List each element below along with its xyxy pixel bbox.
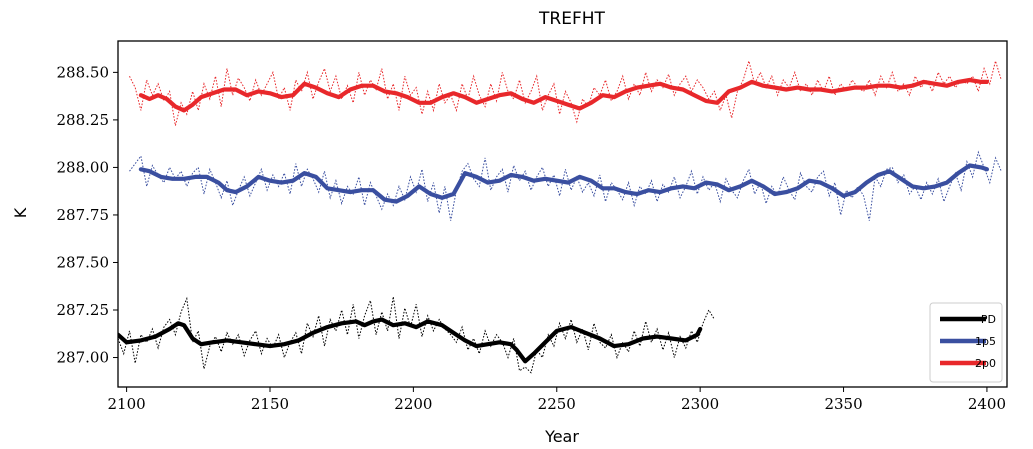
y-tick-label: 287.25 <box>57 301 110 319</box>
legend: PD 1p5 2p0 <box>929 302 1003 383</box>
x-tick-label: 2100 <box>108 395 146 413</box>
series-2p0-smoothed-line <box>138 77 989 113</box>
y-tick-label: 288.50 <box>57 63 110 81</box>
y-tick-label: 288.25 <box>57 111 110 129</box>
x-tick-label: 2200 <box>394 395 432 413</box>
series-1p5-smoothed-line <box>138 163 989 204</box>
y-axis-label: K <box>11 207 30 218</box>
x-axis-label: Year <box>544 427 579 446</box>
x-tick-label: 2350 <box>824 395 862 413</box>
series-2p0-raw-line <box>129 59 1002 126</box>
x-tick-label: 2400 <box>968 395 1006 413</box>
y-tick-label: 287.50 <box>57 253 110 271</box>
plot-frame <box>117 40 1008 388</box>
series-pd-raw-line <box>118 296 715 374</box>
legend-label-pd: PD <box>981 313 996 326</box>
y-tick-label: 288.00 <box>57 158 110 176</box>
y-tick-label: 287.75 <box>57 206 110 224</box>
legend-label-2p0: 2p0 <box>975 357 996 370</box>
series-1p5-raw-line <box>129 150 1002 221</box>
y-tick-label: 287.00 <box>57 349 110 367</box>
axis-ticks: 2100 2150 2200 2250 2300 2350 2400 287.00 287.25… <box>57 63 1007 413</box>
x-tick-label: 2250 <box>538 395 576 413</box>
legend-label-1p5: 1p5 <box>975 335 996 348</box>
chart-title: TREFHT <box>538 9 605 29</box>
x-tick-label: 2150 <box>251 395 289 413</box>
series-pd-smoothed-line <box>118 317 703 364</box>
x-tick-label: 2300 <box>681 395 719 413</box>
plot-area <box>118 59 1002 374</box>
